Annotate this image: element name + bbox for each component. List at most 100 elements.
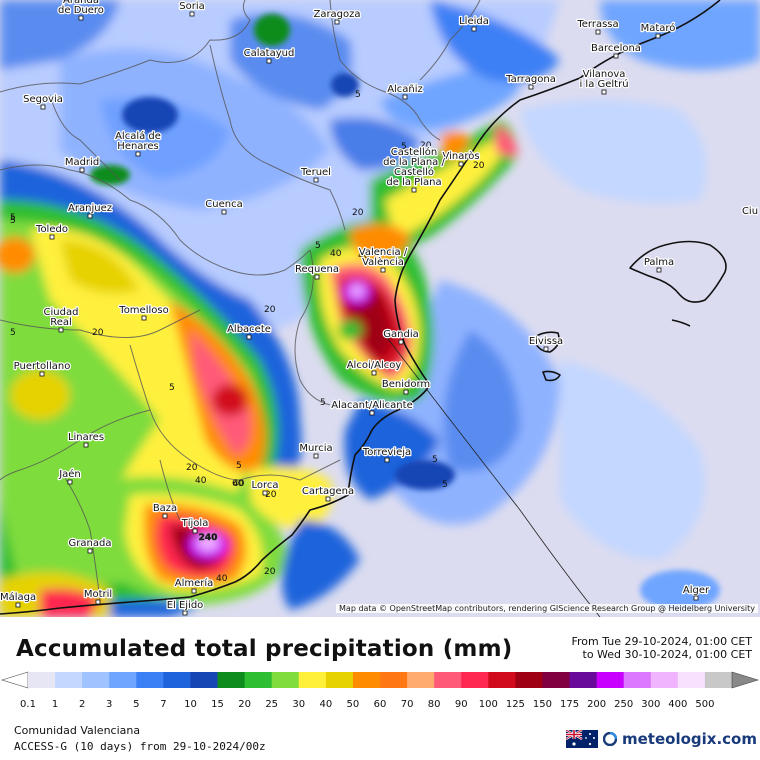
city-marker [141, 315, 147, 321]
map-attribution: Map data © OpenStreetMap contributors, r… [336, 604, 758, 613]
city-label: Vilanova i la Geltrú [579, 69, 628, 90]
city-marker [398, 339, 404, 345]
scale-swatch [650, 672, 679, 688]
scale-tick-label: 2 [79, 699, 85, 710]
city-marker [78, 15, 84, 21]
contour-label: 40 [358, 251, 370, 261]
scale-tick-label: 0.1 [20, 699, 36, 710]
ibiza-outline [532, 331, 560, 353]
city-marker [189, 11, 195, 17]
scale-swatch [488, 672, 516, 688]
precipitation-map: 5520204040205555520204060402040555205202… [0, 0, 760, 617]
brand[interactable]: meteologix.com [566, 730, 757, 748]
city-marker [192, 528, 198, 534]
contour-label: 60 [232, 479, 244, 489]
city-marker [656, 267, 662, 273]
city-almer-a: Almería [173, 576, 215, 594]
city-marker [246, 334, 252, 340]
city-aranjuez: Aranjuez [67, 202, 113, 219]
contour-label: 5 [355, 90, 361, 100]
city-label: Alger [683, 585, 710, 596]
city-label: Murcia [299, 443, 332, 454]
scale-swatch [217, 672, 246, 688]
city-marker [162, 513, 168, 519]
city-label: Alcalá de Henares [115, 130, 161, 152]
city-marker [543, 346, 549, 352]
city-granada: Granada [67, 537, 113, 554]
scale-swatch [380, 672, 408, 688]
scale-swatch [109, 672, 137, 688]
contour-label: 5 [10, 213, 16, 223]
city-label: Barcelona [591, 43, 641, 54]
city-marker [135, 151, 141, 157]
city-soria: Soria [178, 0, 206, 17]
city-marker [325, 496, 331, 502]
city-linares: Linares [67, 431, 105, 448]
city-marker [313, 177, 319, 183]
scale-tick-label: 80 [428, 699, 441, 710]
scale-swatch [325, 672, 354, 688]
city-alca-iz: Alcañiz [386, 83, 424, 100]
city-label: Toledo [35, 224, 68, 235]
city-ja-n: Jaén [57, 467, 82, 485]
scale-tick-label: 1 [52, 699, 58, 710]
city-label: Ciu [742, 206, 758, 217]
contour-label: 40 [233, 479, 245, 489]
scale-swatch [623, 672, 652, 688]
city-label: Baza [153, 503, 177, 514]
contour-label: 20 [473, 161, 485, 171]
scale-swatch [163, 672, 191, 688]
city-cuenca: Cuenca [204, 198, 244, 215]
scale-tick-label: 40 [319, 699, 332, 710]
scale-tick-label: 125 [506, 699, 525, 710]
city-marker [40, 104, 46, 110]
city-label: Vinaròs [442, 150, 479, 162]
map-title: Accumulated total precipitation (mm) [16, 636, 513, 662]
city-marker [458, 161, 464, 167]
city-label: Segovia [23, 94, 63, 105]
city-marker [314, 274, 320, 280]
city-valencia: Valencia / València [358, 246, 409, 273]
cell-zaragoza [254, 14, 290, 46]
scale-swatch [298, 672, 327, 688]
scale-swatch [569, 672, 598, 688]
period-from: From Tue 29-10-2024, 01:00 CET [571, 635, 752, 648]
scale-swatch [244, 672, 273, 688]
city-requena: Requena [294, 263, 340, 280]
scale-swatch [704, 672, 733, 688]
scale-tick-label: 15 [211, 699, 224, 710]
city-marker [83, 442, 89, 448]
city-gandia: Gandia [382, 328, 420, 345]
city-label: Lorca [251, 480, 278, 491]
city-vinar-s: Vinaròs [441, 149, 481, 167]
city-torrevieja: Torrevieja [361, 446, 412, 463]
scale-tick-label: 10 [184, 699, 197, 710]
city-label: Aranda de Duero [58, 0, 104, 16]
scale-swatch [461, 672, 489, 688]
city-marker [371, 370, 377, 376]
contour-labels: 5520204040205555520204060402040555205202… [10, 90, 485, 584]
precipitation-detail [90, 14, 720, 610]
city-label: Lleida [459, 16, 489, 27]
city-label: Tarragona [505, 74, 556, 85]
scale-high-arrow [731, 671, 760, 689]
city-marker [384, 457, 390, 463]
scale-tick-label: 175 [560, 699, 579, 710]
city-label: Castellón de la Plana / Castelló de la Plan… [383, 146, 445, 188]
scale-tick-label: 100 [479, 699, 498, 710]
scale-tick-label: 300 [641, 699, 660, 710]
city-zaragoza: Zaragoza [312, 8, 362, 25]
city-label: Eivissa [529, 336, 563, 347]
city-label: Gandia [383, 329, 418, 340]
brand-name: meteologix.com [622, 730, 757, 748]
city-teruel: Teruel [299, 166, 332, 183]
region-name: Comunidad Valenciana [14, 724, 141, 737]
city-tomelloso: Tomelloso [117, 304, 170, 321]
city-benidorm: Benidorm [381, 378, 431, 395]
contour-label: 20 [420, 141, 432, 151]
city-marker [411, 187, 417, 193]
coastlines [0, 0, 727, 615]
scale-swatch [515, 672, 543, 688]
city-segovia: Segovia [22, 93, 64, 110]
city-marker [221, 209, 227, 215]
